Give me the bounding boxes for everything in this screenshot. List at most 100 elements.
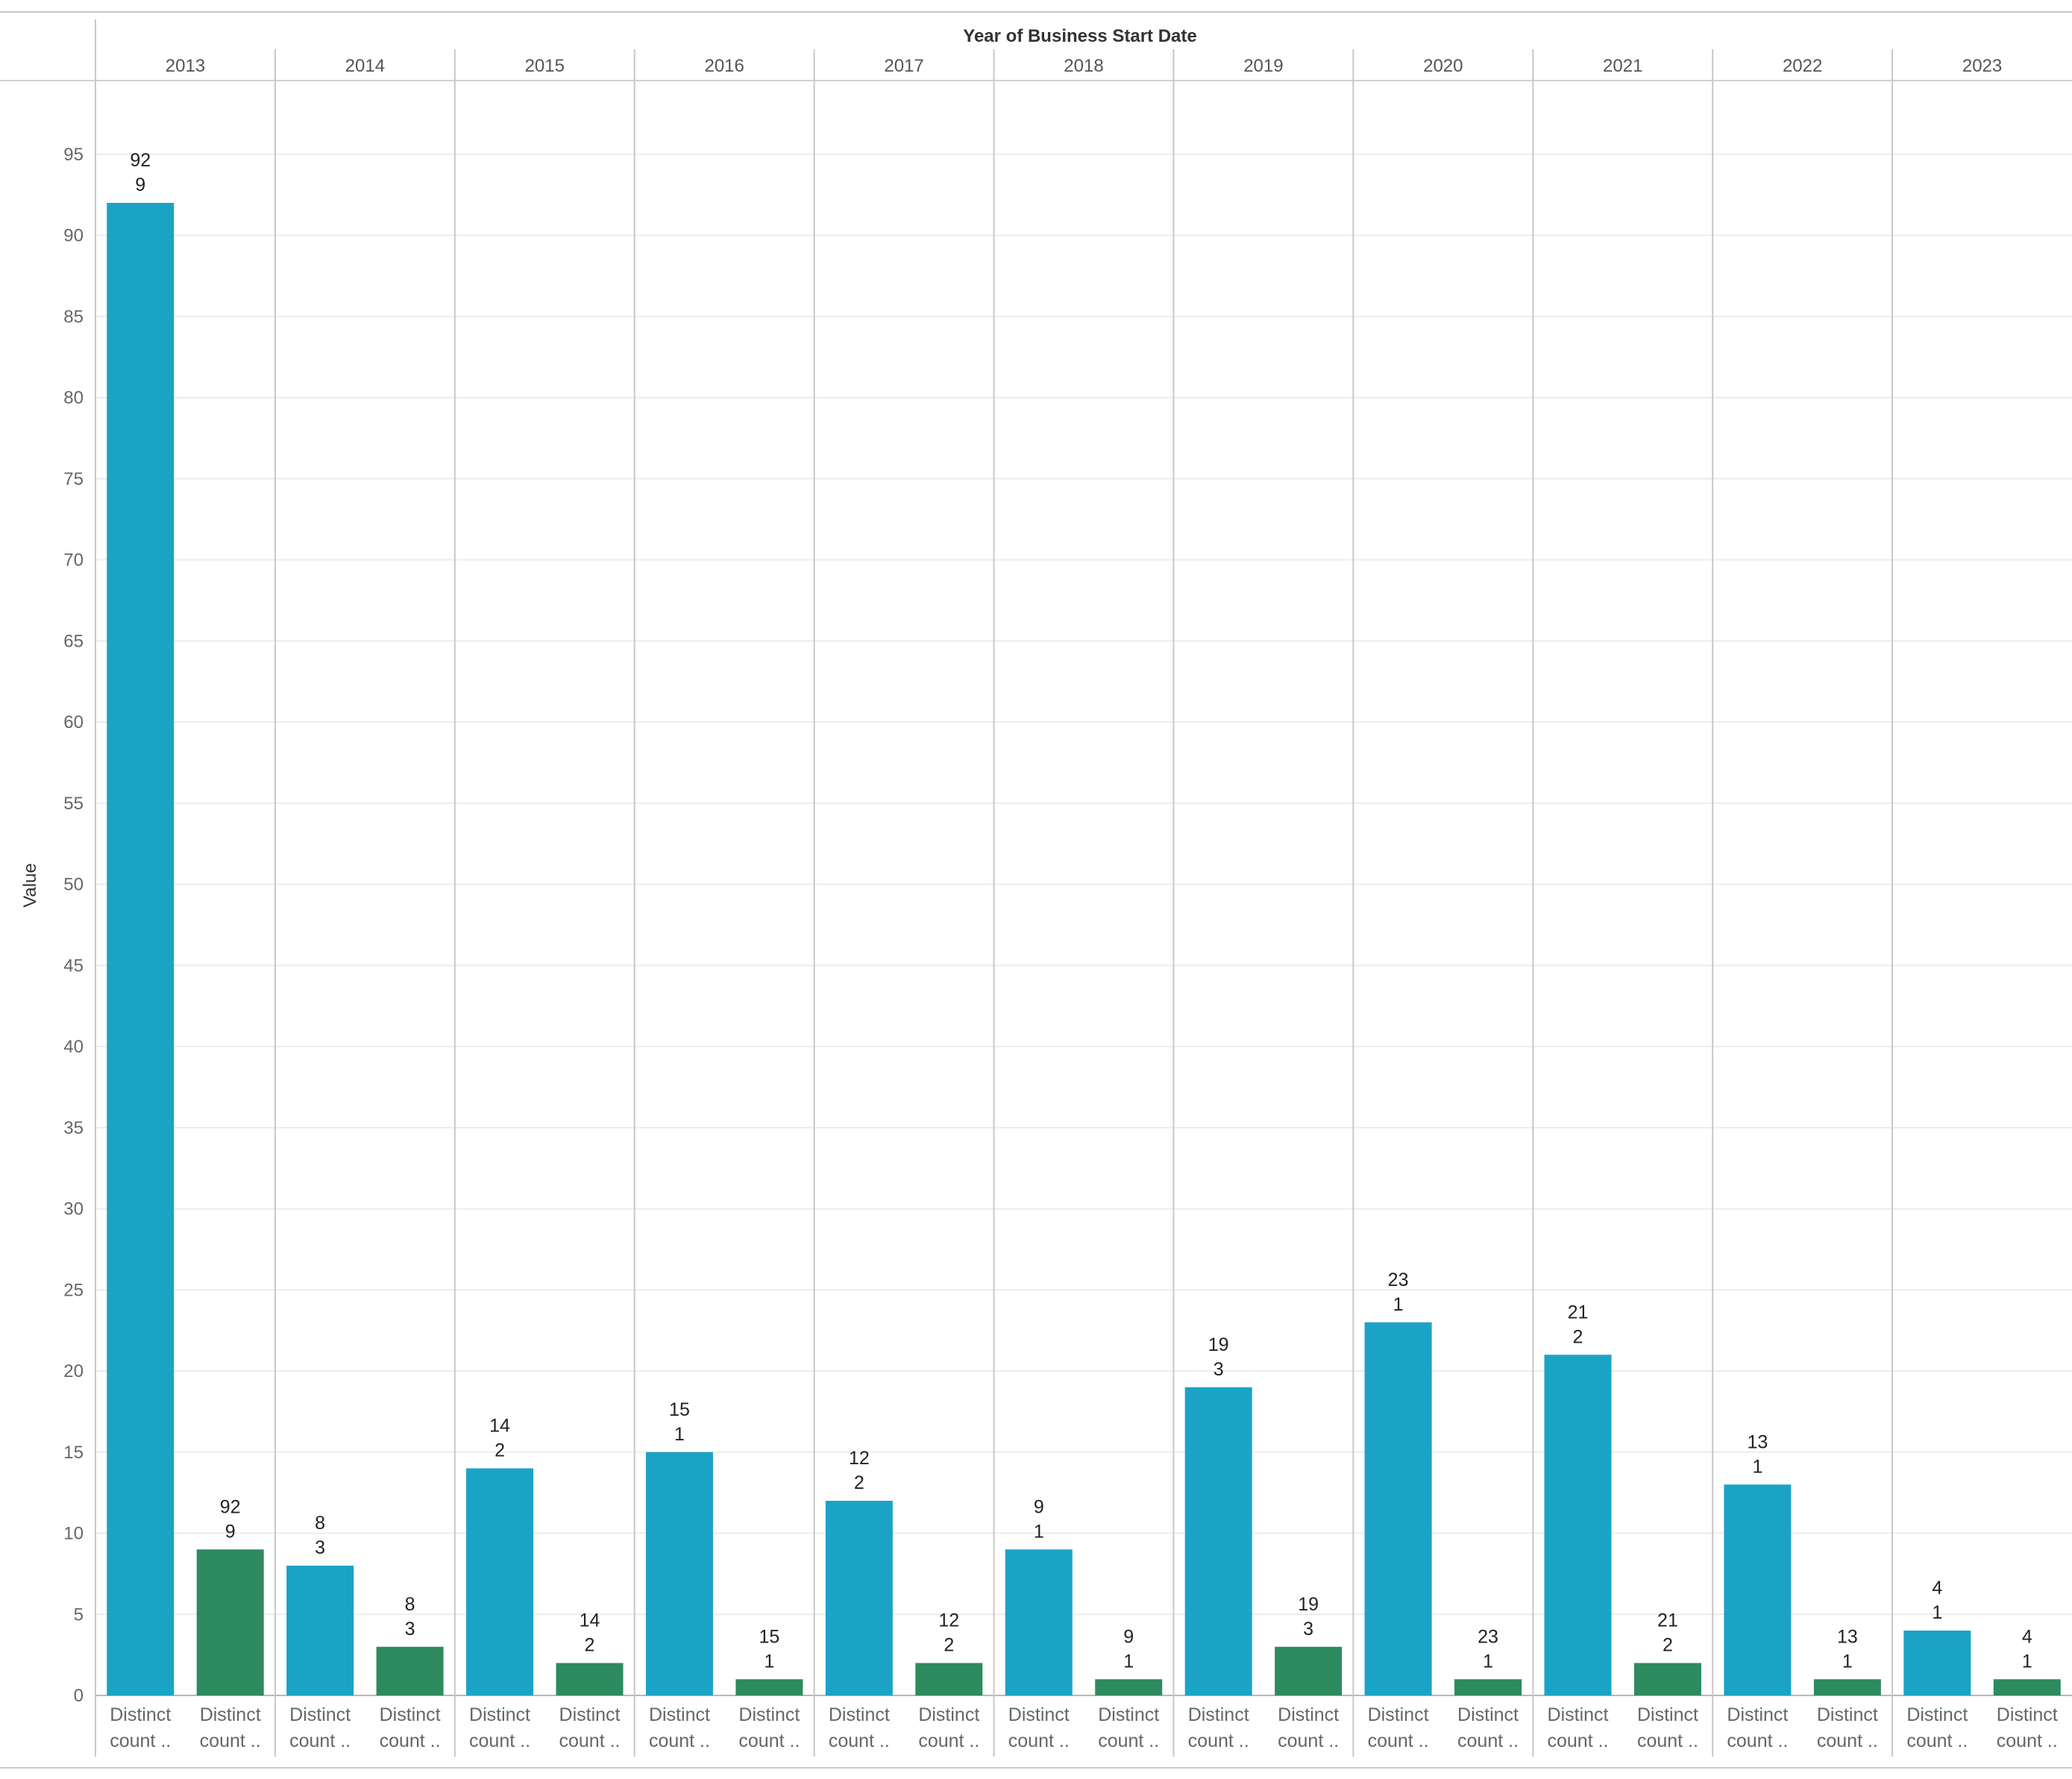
bar [645,1452,713,1695]
x-tick-label: count .. [559,1731,621,1751]
x-tick-label: Distinct [469,1704,530,1725]
data-label: 1 [1123,1651,1134,1672]
x-tick-label: count .. [738,1731,800,1751]
y-tick-label: 65 [63,631,84,651]
x-tick-label: count .. [1098,1731,1159,1751]
data-label: 4 [1932,1578,1942,1598]
column-header-title: Year of Business Start Date [963,26,1196,46]
year-header-label: 2015 [525,56,565,76]
bar [1813,1679,1881,1695]
bar [1005,1549,1073,1695]
data-label: 13 [1748,1431,1768,1452]
data-label: 19 [1208,1334,1229,1355]
x-tick-label: Distinct [380,1704,441,1725]
data-label: 1 [1393,1294,1404,1315]
x-tick-label: Distinct [559,1704,621,1725]
x-tick-label: Distinct [1637,1704,1698,1725]
x-tick-label: Distinct [1548,1704,1609,1725]
bar [1275,1646,1343,1695]
bar [1454,1679,1522,1695]
data-label: 2 [1663,1635,1673,1656]
year-header-label: 2019 [1243,56,1283,76]
data-label: 9 [135,175,145,195]
y-tick-label: 45 [63,956,84,976]
data-label: 3 [1214,1359,1224,1380]
data-label: 1 [1842,1651,1853,1672]
x-tick-label: Distinct [110,1704,171,1725]
y-tick-label: 5 [74,1604,84,1625]
data-label: 15 [759,1626,780,1647]
x-tick-label: Distinct [289,1704,351,1725]
bar [1724,1484,1792,1695]
x-tick-label: count .. [918,1731,979,1751]
x-tick-label: count .. [649,1731,710,1751]
x-tick-label: Distinct [738,1704,800,1725]
data-label: 8 [405,1594,415,1615]
y-tick-label: 90 [63,226,84,246]
y-tick-label: 70 [63,550,84,571]
x-tick-label: Distinct [1817,1704,1878,1725]
data-label: 9 [225,1521,236,1542]
x-tick-label: count .. [1457,1731,1519,1751]
x-tick-label: Distinct [1278,1704,1339,1725]
data-label: 14 [489,1416,510,1437]
x-tick-label: count .. [1727,1731,1788,1751]
data-label: 2 [495,1440,505,1461]
data-label: 1 [764,1651,774,1672]
data-label: 8 [315,1513,325,1534]
y-axis-title: Value [20,863,40,908]
data-label: 12 [849,1448,870,1469]
x-tick-label: count .. [1368,1731,1429,1751]
y-tick-label: 25 [63,1280,84,1300]
y-tick-label: 35 [63,1118,84,1138]
x-tick-label: Distinct [1997,1704,2058,1725]
x-tick-label: Distinct [1098,1704,1159,1725]
bar [376,1646,444,1695]
bar [1993,1679,2061,1695]
bar [735,1679,803,1695]
x-tick-label: Distinct [1188,1704,1249,1725]
y-tick-label: 0 [74,1686,84,1706]
y-tick-label: 15 [63,1443,84,1463]
x-tick-label: Distinct [1727,1704,1788,1725]
bar [286,1566,354,1695]
bar [556,1663,624,1695]
year-header-label: 2017 [884,56,923,76]
x-tick-label: Distinct [1906,1704,1968,1725]
y-tick-label: 85 [63,307,84,327]
bar [915,1663,983,1695]
x-tick-label: count .. [469,1731,530,1751]
y-tick-label: 10 [63,1524,84,1544]
data-label: 1 [1752,1456,1762,1477]
x-tick-label: count .. [289,1731,351,1751]
x-tick-label: Distinct [649,1704,710,1725]
x-tick-label: count .. [1548,1731,1609,1751]
y-tick-label: 75 [63,469,84,489]
x-tick-label: count .. [1906,1731,1968,1751]
data-label: 2 [944,1635,954,1656]
x-tick-label: count .. [1008,1731,1070,1751]
data-label: 3 [315,1537,325,1558]
data-label: 1 [1034,1521,1044,1542]
year-header-label: 2014 [345,56,385,76]
data-label: 92 [220,1496,241,1517]
data-label: 15 [669,1399,690,1420]
x-tick-label: count .. [1278,1731,1339,1751]
x-tick-label: count .. [380,1731,441,1751]
bar [107,203,175,1695]
bar [1364,1322,1432,1695]
x-tick-label: Distinct [918,1704,979,1725]
x-tick-label: count .. [1817,1731,1878,1751]
data-label: 23 [1388,1270,1409,1290]
pane-borders [0,11,2072,1769]
year-header-label: 2018 [1064,56,1103,76]
x-tick-label: Distinct [1457,1704,1519,1725]
data-label: 2 [585,1635,595,1656]
y-tick-label: 95 [63,145,84,165]
data-label: 21 [1657,1610,1678,1631]
bar [196,1549,264,1695]
data-label: 9 [1034,1496,1044,1517]
